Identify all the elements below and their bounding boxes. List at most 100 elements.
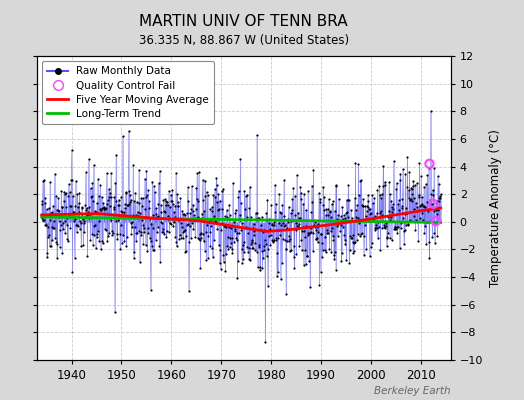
Point	[328, 201, 336, 207]
Point	[276, 232, 284, 238]
Point	[118, 209, 126, 215]
Point	[342, 210, 350, 217]
Point	[180, 228, 189, 234]
Point	[277, 210, 286, 216]
Point	[403, 222, 412, 228]
Point	[51, 193, 60, 200]
Point	[162, 234, 170, 240]
Point	[304, 230, 313, 236]
Point	[142, 194, 150, 200]
Point	[354, 161, 363, 167]
Point	[94, 176, 102, 182]
Point	[77, 219, 85, 226]
Point	[175, 236, 183, 242]
Point	[125, 188, 134, 194]
Point	[266, 226, 275, 232]
Point	[105, 230, 114, 236]
Point	[151, 237, 160, 243]
Text: MARTIN UNIV OF TENN BRA: MARTIN UNIV OF TENN BRA	[139, 14, 348, 29]
Point	[285, 232, 293, 239]
Point	[220, 223, 228, 229]
Point	[420, 230, 429, 236]
Point	[85, 204, 94, 210]
Point	[41, 200, 50, 206]
Point	[393, 224, 401, 230]
Point	[146, 235, 154, 242]
Point	[361, 218, 369, 225]
Point	[432, 211, 441, 217]
Point	[84, 209, 92, 216]
Point	[86, 211, 94, 218]
Point	[371, 213, 379, 219]
Point	[248, 239, 256, 246]
Point	[102, 205, 110, 211]
Point	[184, 220, 193, 227]
Point	[211, 194, 220, 200]
Point	[165, 229, 173, 235]
Point	[253, 210, 261, 217]
Point	[57, 222, 65, 228]
Point	[245, 205, 254, 212]
Point	[259, 255, 267, 261]
Point	[188, 208, 196, 214]
Point	[196, 231, 204, 238]
Point	[138, 217, 146, 223]
Point	[234, 188, 243, 194]
Point	[138, 203, 146, 209]
Point	[407, 191, 416, 197]
Point	[274, 235, 282, 242]
Point	[375, 210, 384, 216]
Point	[196, 230, 205, 236]
Point	[144, 230, 152, 237]
Point	[158, 220, 167, 226]
Point	[376, 247, 385, 253]
Point	[287, 247, 296, 253]
Point	[288, 196, 297, 202]
Point	[421, 180, 430, 187]
Point	[408, 198, 416, 204]
Point	[406, 217, 414, 224]
Point	[174, 202, 182, 209]
Point	[268, 220, 276, 227]
Point	[263, 216, 271, 223]
Point	[380, 181, 389, 188]
Point	[290, 265, 299, 272]
Point	[207, 217, 215, 223]
Point	[171, 203, 179, 209]
Point	[209, 254, 217, 260]
Point	[145, 198, 154, 204]
Point	[194, 198, 202, 205]
Point	[156, 258, 165, 265]
Point	[307, 229, 315, 236]
Point	[40, 177, 48, 183]
Legend: Raw Monthly Data, Quality Control Fail, Five Year Moving Average, Long-Term Tren: Raw Monthly Data, Quality Control Fail, …	[42, 61, 214, 124]
Point	[348, 235, 356, 242]
Point	[252, 216, 260, 222]
Point	[361, 203, 369, 209]
Point	[66, 203, 74, 210]
Point	[101, 226, 109, 232]
Point	[43, 250, 52, 256]
Point	[73, 222, 81, 228]
Point	[61, 230, 69, 236]
Point	[116, 246, 124, 252]
Point	[304, 187, 312, 194]
Point	[409, 194, 418, 201]
Point	[95, 238, 104, 244]
Point	[81, 214, 89, 220]
Point	[392, 185, 400, 192]
Point	[381, 225, 389, 231]
Point	[331, 249, 339, 256]
Point	[201, 193, 210, 199]
Point	[165, 188, 173, 194]
Point	[58, 204, 66, 210]
Point	[301, 247, 309, 254]
Point	[127, 230, 136, 237]
Point	[154, 213, 162, 219]
Point	[281, 246, 290, 252]
Point	[162, 228, 171, 234]
Point	[228, 180, 237, 186]
Point	[241, 225, 249, 232]
Point	[198, 211, 206, 217]
Point	[176, 231, 184, 238]
